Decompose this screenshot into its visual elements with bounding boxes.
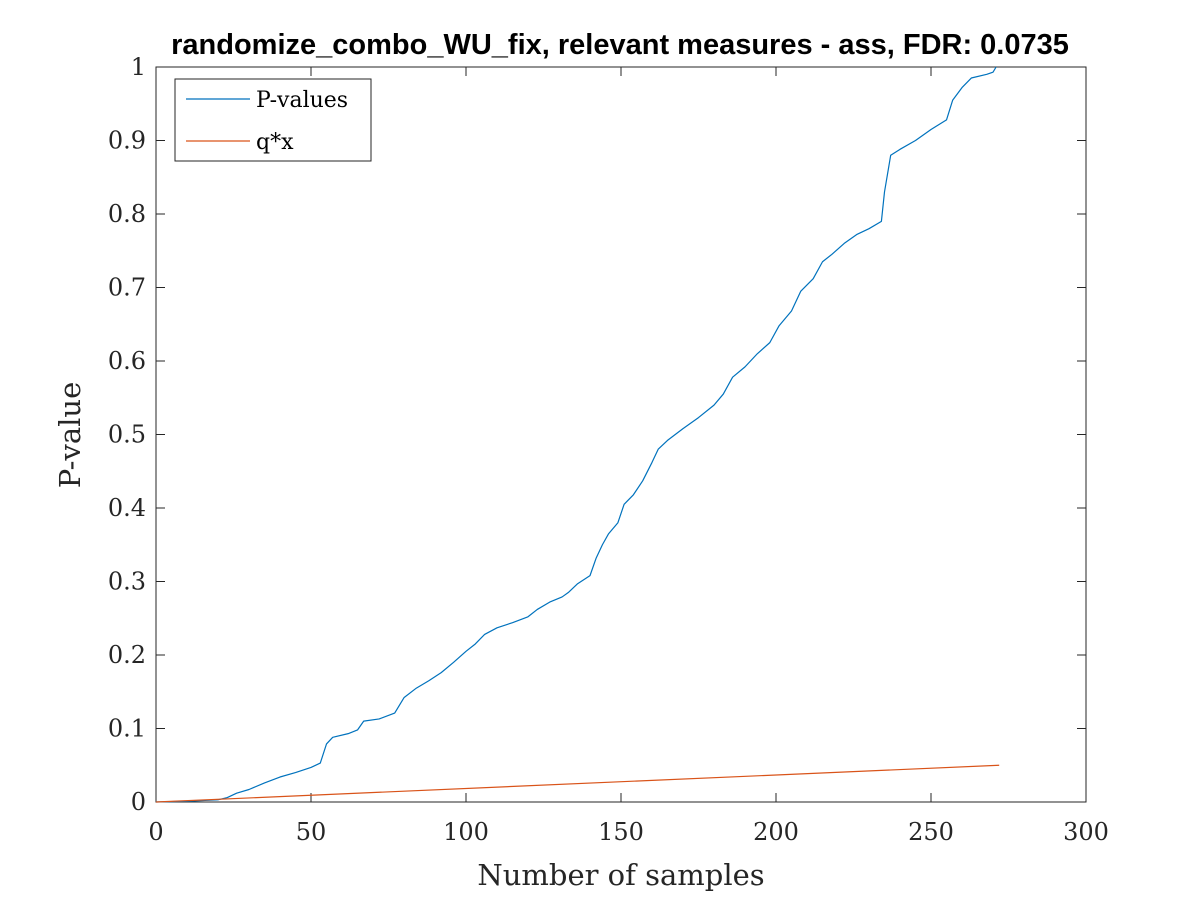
x-tick-label: 200: [753, 818, 799, 846]
x-tick-label: 100: [443, 818, 489, 846]
series-line-p-values: [155, 66, 997, 803]
legend-label-qx: q*x: [256, 130, 294, 155]
legend-label-p-values: P-values: [256, 88, 348, 113]
x-tick-label: 150: [598, 818, 644, 846]
y-tick-label: 0: [131, 788, 146, 816]
y-tick-label: 0.5: [108, 421, 146, 449]
y-tick-label: 0.4: [108, 494, 146, 522]
y-tick-label: 1: [131, 53, 146, 81]
plot-area: [155, 66, 1087, 803]
y-tick-label: 0.7: [108, 274, 146, 302]
series-line-q-x: [155, 764, 1000, 803]
chart-title: randomize_combo_WU_fix, relevant measure…: [171, 29, 1069, 61]
y-tick-label: 0.2: [108, 641, 146, 669]
x-tick-label: 300: [1063, 818, 1109, 846]
y-tick-label: 0.1: [108, 715, 146, 743]
y-tick-label: 0.8: [108, 200, 146, 228]
y-tick-label: 0.3: [108, 568, 146, 596]
legend: P-values q*x: [174, 78, 372, 162]
legend-box: [174, 78, 372, 162]
x-axis-label: Number of samples: [477, 858, 764, 892]
x-tick-label: 50: [296, 818, 327, 846]
x-tick-label: 250: [908, 818, 954, 846]
x-tick-label: 0: [148, 818, 163, 846]
series-layer: [155, 66, 1000, 803]
axis-ticks: 0 50 100 150 200 250 300 0 0.1 0.2 0.3 0.4 0.5 0.6 0.7…: [108, 53, 1109, 846]
y-tick-label: 0.9: [108, 127, 146, 155]
y-tick-label: 0.6: [108, 347, 146, 375]
y-axis-label: P-value: [53, 382, 87, 489]
